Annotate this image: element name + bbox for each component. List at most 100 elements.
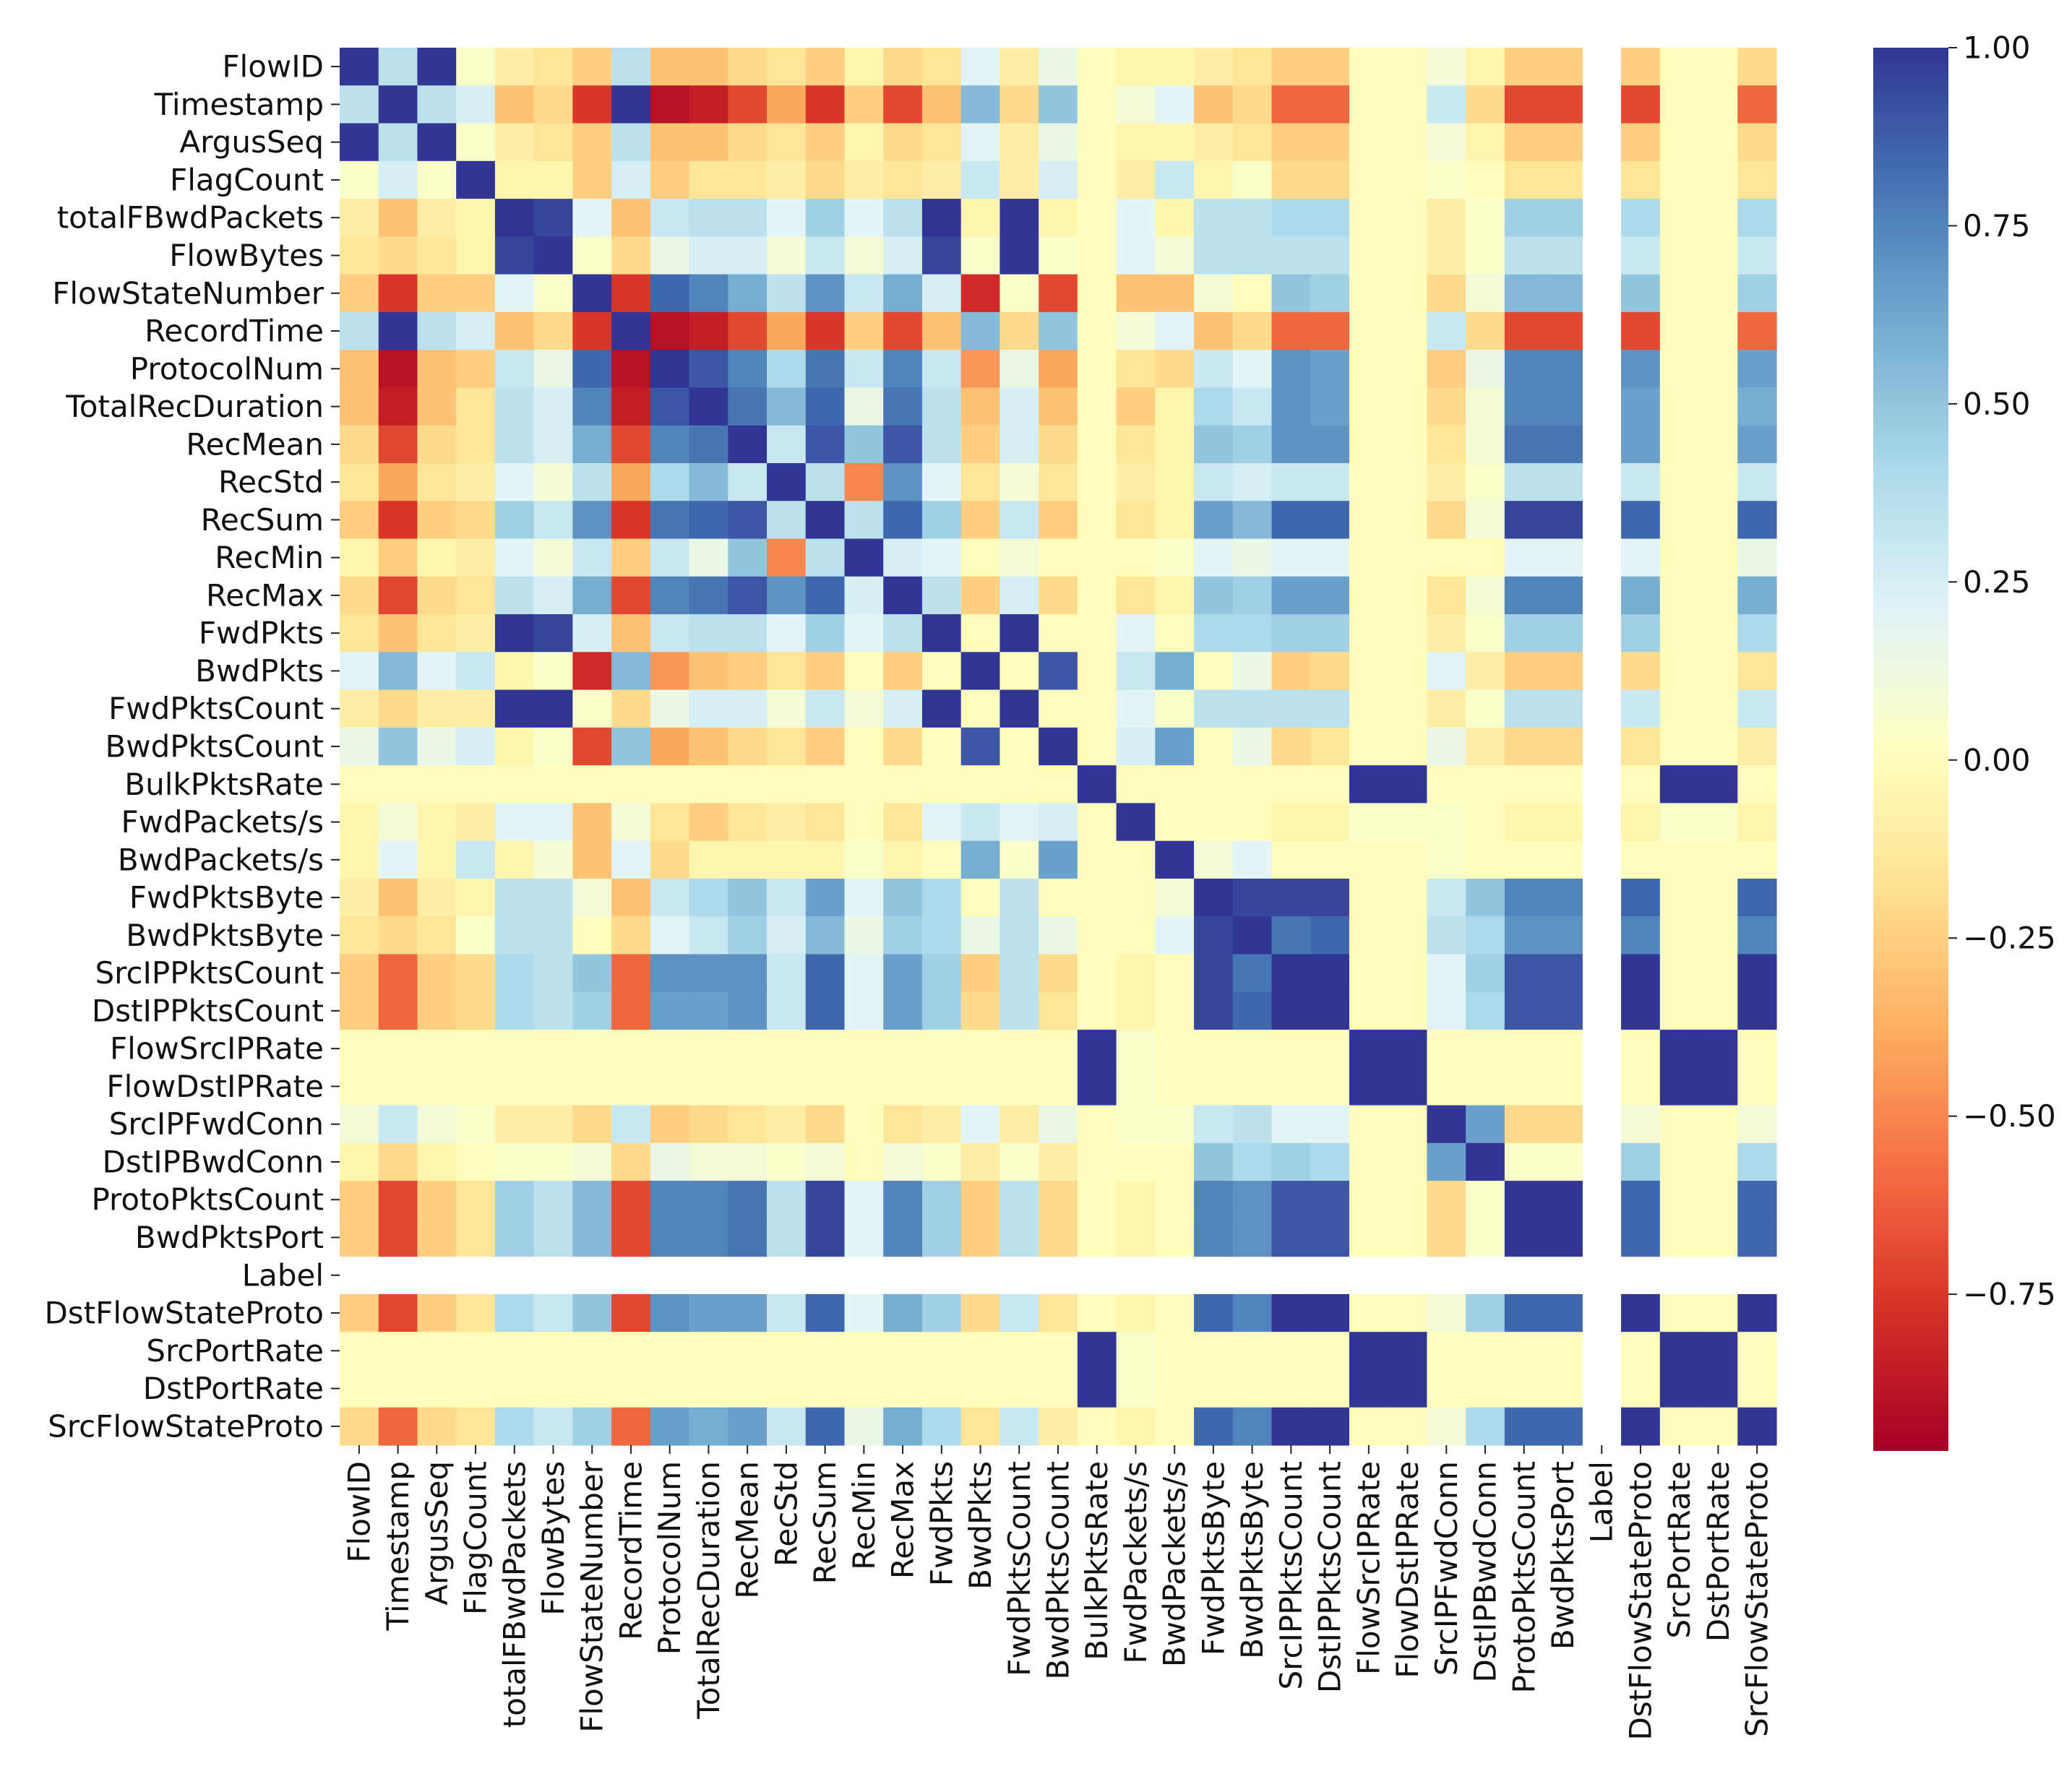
heatmap-cell — [572, 576, 612, 615]
heatmap-cell — [689, 1181, 728, 1219]
heatmap-cell — [1077, 954, 1117, 993]
heatmap-cell — [921, 199, 962, 237]
heatmap-cell — [1621, 462, 1661, 501]
heatmap-cell — [1737, 538, 1777, 577]
heatmap-cell — [1194, 878, 1234, 917]
heatmap-cell — [1077, 1407, 1117, 1446]
heatmap-cell — [1039, 48, 1078, 86]
heatmap-cell — [1039, 1369, 1078, 1408]
heatmap-cell — [728, 1332, 768, 1371]
heatmap-cell — [1349, 803, 1389, 842]
heatmap-cell — [1737, 350, 1777, 389]
x-tick-label: SrcFlowStateProto — [1740, 1461, 1775, 1737]
heatmap-cell — [1349, 538, 1389, 577]
heatmap-cell — [921, 916, 962, 955]
heatmap-cell — [1155, 350, 1195, 389]
heatmap-cell — [1116, 311, 1156, 350]
heatmap-cell — [1698, 614, 1738, 652]
heatmap-cell — [1116, 236, 1156, 275]
heatmap-cell — [494, 538, 535, 577]
heatmap-cell — [572, 199, 612, 237]
heatmap-cell — [1310, 1142, 1350, 1181]
heatmap-cell — [805, 274, 846, 313]
heatmap-cell — [533, 1105, 573, 1144]
heatmap-cell — [1349, 1105, 1389, 1144]
heatmap-cell — [340, 425, 379, 464]
heatmap-cell — [1271, 236, 1311, 275]
heatmap-cell — [728, 840, 768, 879]
heatmap-cell — [1621, 199, 1661, 237]
heatmap-cell — [1621, 274, 1661, 313]
heatmap-cell — [1077, 1332, 1117, 1371]
heatmap-cell — [572, 1332, 612, 1371]
heatmap-cell — [844, 1293, 884, 1332]
heatmap-cell — [1466, 991, 1505, 1030]
heatmap-cell — [1621, 160, 1661, 199]
heatmap-cell — [1194, 199, 1234, 237]
heatmap-cell — [1737, 840, 1777, 879]
heatmap-cell — [533, 840, 573, 879]
heatmap-cell — [1116, 652, 1156, 691]
heatmap-cell — [960, 350, 1001, 389]
heatmap-cell — [572, 954, 612, 993]
heatmap-cell — [921, 387, 962, 426]
heatmap-cell — [1621, 85, 1661, 124]
heatmap-cell — [456, 878, 496, 917]
heatmap-cell — [1659, 1218, 1700, 1257]
heatmap-cell — [689, 614, 728, 652]
heatmap-cell — [650, 160, 690, 199]
heatmap-cell — [456, 425, 496, 464]
x-tick-label: FlowDstIPRate — [1390, 1461, 1425, 1679]
heatmap-cell — [1039, 538, 1078, 577]
heatmap-cell — [883, 462, 923, 501]
heatmap-cell — [1698, 1181, 1738, 1219]
heatmap-cell — [494, 1105, 535, 1144]
heatmap-cell — [1504, 878, 1544, 917]
heatmap-cell — [1271, 425, 1311, 464]
heatmap-cell — [921, 274, 962, 313]
heatmap-cell — [572, 614, 612, 652]
heatmap-cell — [689, 199, 728, 237]
heatmap-cell — [1504, 123, 1544, 162]
heatmap-cell — [340, 576, 379, 615]
heatmap-cell — [1000, 1332, 1039, 1371]
heatmap-cell — [1698, 954, 1738, 993]
heatmap-cell — [960, 1105, 1001, 1144]
heatmap-cell — [1194, 425, 1234, 464]
heatmap-cell — [1077, 576, 1117, 615]
heatmap-cell — [340, 1142, 379, 1181]
heatmap-cell — [728, 652, 768, 691]
heatmap-cell — [1466, 85, 1505, 124]
heatmap-cell — [1077, 350, 1117, 389]
heatmap-cell — [611, 1142, 651, 1181]
heatmap-cell — [921, 614, 962, 652]
heatmap-cell — [1000, 85, 1039, 124]
heatmap-cell — [844, 538, 884, 577]
x-tick-label: FlowSrcIPRate — [1351, 1461, 1386, 1675]
heatmap-cell — [611, 85, 651, 124]
heatmap-cell — [340, 991, 379, 1030]
heatmap-cell — [960, 991, 1001, 1030]
heatmap-cell — [1349, 727, 1389, 766]
heatmap-cell — [960, 1369, 1001, 1408]
heatmap-cell — [805, 1407, 846, 1446]
heatmap-cell — [1349, 840, 1389, 879]
heatmap-cell — [1659, 1181, 1700, 1219]
heatmap-cell — [1466, 1067, 1505, 1106]
heatmap-cell — [1737, 652, 1777, 691]
heatmap-cell — [1659, 1030, 1700, 1068]
x-tick-label: ArgusSeq — [419, 1461, 455, 1606]
heatmap-cell — [1077, 501, 1117, 540]
heatmap-cell — [767, 1332, 807, 1371]
heatmap-cell — [1698, 538, 1738, 577]
heatmap-cell — [1271, 614, 1311, 652]
heatmap-cell — [650, 1181, 690, 1219]
heatmap-cell — [1349, 123, 1389, 162]
heatmap-cell — [1000, 1105, 1039, 1144]
heatmap-cell — [1310, 1369, 1350, 1408]
heatmap-cell — [533, 311, 573, 350]
heatmap-cell — [1659, 538, 1700, 577]
heatmap-cell — [1466, 425, 1505, 464]
heatmap-cell — [883, 991, 923, 1030]
heatmap-cell — [805, 311, 846, 350]
